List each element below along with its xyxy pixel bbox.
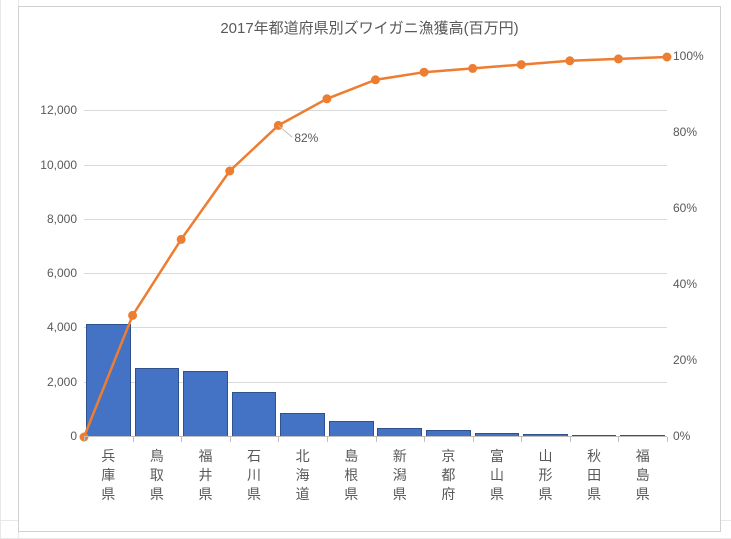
x-tick-label: 石川県 [245,447,263,504]
annotation-label: 82% [294,131,318,145]
line-marker [129,311,137,319]
plot-area: 82% [84,57,667,437]
x-tick-label: 福島県 [634,447,652,504]
y2-tick-label: 80% [673,125,697,139]
y2-tick-label: 40% [673,277,697,291]
x-tick-label: 鳥取県 [148,447,166,504]
line-marker [566,57,574,65]
line-marker [323,95,331,103]
x-tick-label: 新潟県 [391,447,409,504]
y2-tick-label: 60% [673,201,697,215]
x-tick-label: 富山県 [488,447,506,504]
x-tick-label: 山形県 [537,447,555,504]
y2-tick-label: 0% [673,429,690,443]
y1-tick-label: 4,000 [19,320,77,334]
y1-tick-label: 2,000 [19,375,77,389]
y1-tick-label: 0 [19,429,77,443]
x-tick-label: 島根県 [342,447,360,504]
line-marker [614,55,622,63]
y2-tick-label: 100% [673,49,704,63]
y1-tick-label: 10,000 [19,158,77,172]
line-marker [372,76,380,84]
line-marker [420,68,428,76]
x-tick-label: 兵庫県 [99,447,117,504]
y1-tick-label: 6,000 [19,266,77,280]
y1-tick-label: 12,000 [19,103,77,117]
line-marker [469,64,477,72]
y1-tick-label: 8,000 [19,212,77,226]
line-marker [517,61,525,69]
spreadsheet-sheet: 2017年都道府県別ズワイガニ漁獲高(百万円) 82% 0 2,000 4,000 6… [0,0,731,538]
cumulative-line [84,57,667,437]
x-tick-label: 福井県 [196,447,214,504]
x-tick-label: 秋田県 [585,447,603,504]
chart-container: 2017年都道府県別ズワイガニ漁獲高(百万円) 82% 0 2,000 4,000 6… [18,6,721,532]
chart-title: 2017年都道府県別ズワイガニ漁獲高(百万円) [19,17,720,38]
cumulative-line-series [84,57,667,437]
x-tick-label: 北海道 [294,447,312,504]
y2-tick-label: 20% [673,353,697,367]
line-marker [226,167,234,175]
line-marker [177,235,185,243]
x-tick-label: 京都府 [439,447,457,504]
line-marker [663,53,671,61]
